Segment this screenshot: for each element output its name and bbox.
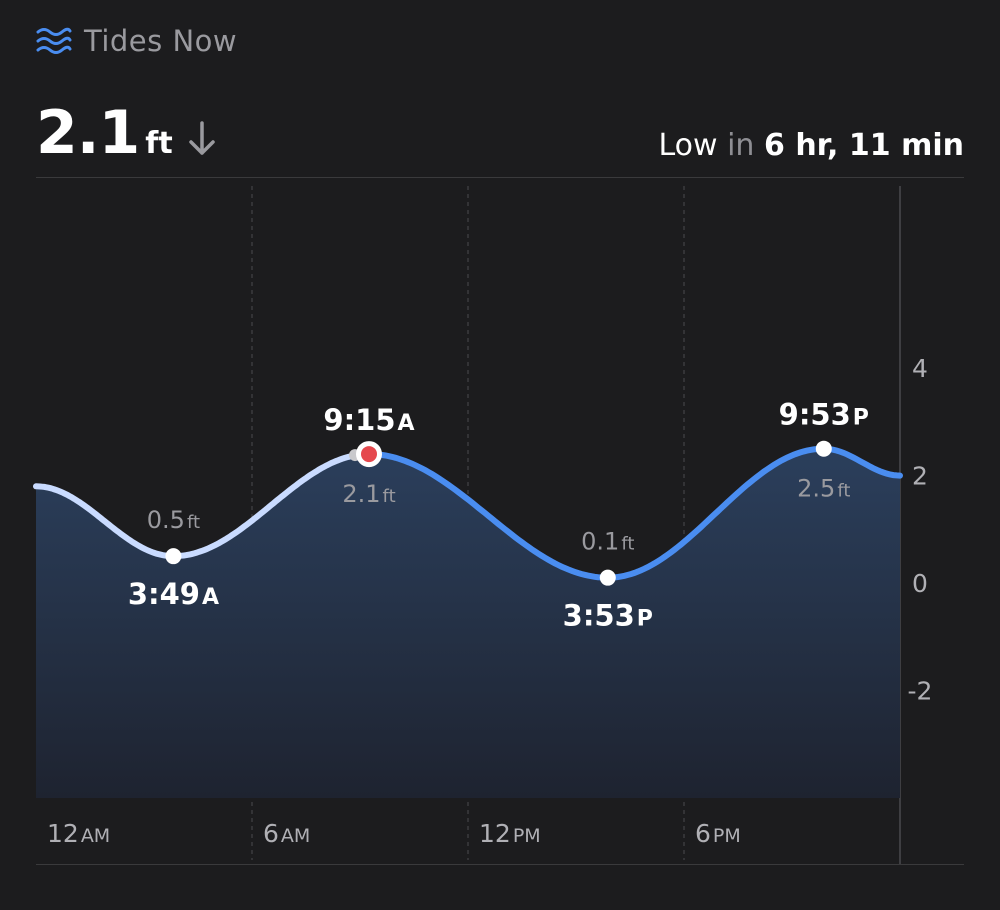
high-tide-height-label: 2.1 ft: [342, 480, 395, 508]
low-tide-point: [165, 548, 182, 565]
tide-area: [36, 448, 900, 798]
high-tide-time-label: 9:15A: [323, 403, 414, 437]
current-height: 2.1 ft: [36, 98, 217, 168]
app-title: Tides Now: [84, 24, 238, 58]
low-tide-time-label: 3:49A: [128, 577, 219, 611]
current-height-unit: ft: [145, 126, 173, 161]
x-tick-label: 6 PM: [695, 819, 741, 848]
high-tide-time-label: 9:53P: [779, 398, 869, 432]
y-tick-label: 0: [912, 569, 928, 598]
x-tick-label: 6 AM: [263, 819, 310, 848]
low-tide-height-label: 0.1 ft: [581, 528, 634, 556]
x-tick-label: 12 AM: [47, 819, 110, 848]
current-height-value: 2.1: [36, 98, 140, 168]
y-tick-label: 2: [912, 462, 928, 491]
current-time-dot-core: [361, 446, 377, 463]
high-tide-height-label: 2.5 ft: [797, 475, 850, 503]
low-tide-time-label: 3:53P: [563, 599, 653, 633]
header: Tides Now: [36, 24, 237, 58]
y-tick-label: 4: [912, 354, 928, 383]
next-tide: Low in 6 hr, 11 min: [658, 128, 964, 163]
waves-icon: [36, 27, 72, 54]
next-tide-time: 6 hr, 11 min: [764, 128, 964, 163]
high-tide-point: [815, 440, 832, 457]
tide-line-past: [33, 451, 372, 560]
x-tick-label: 12 PM: [479, 819, 541, 848]
next-tide-type: Low: [658, 128, 718, 163]
tide-line-future: [366, 445, 903, 581]
bottom-divider: [36, 864, 964, 865]
low-tide-point: [599, 569, 616, 586]
y-tick-label: -2: [908, 677, 933, 706]
top-divider: [36, 177, 964, 178]
next-tide-connector: in: [727, 128, 755, 163]
low-tide-height-label: 0.5 ft: [147, 506, 200, 534]
arrow-down-icon: [188, 121, 215, 155]
